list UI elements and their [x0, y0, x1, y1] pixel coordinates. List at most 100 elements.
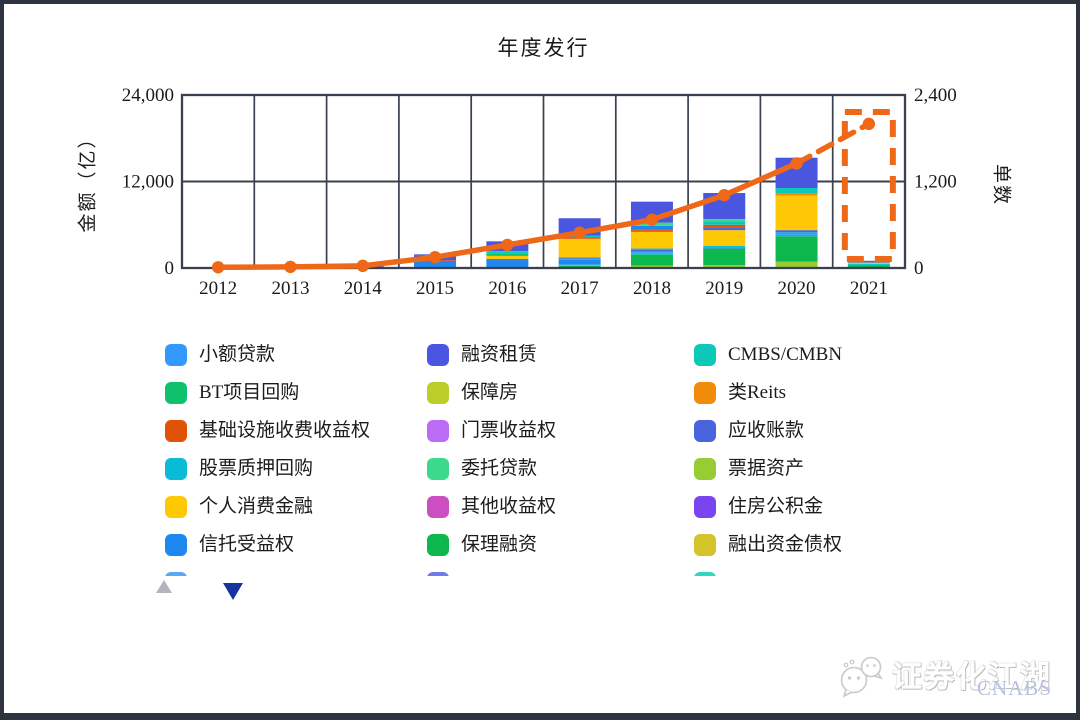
left-axis-title: 金额（亿） — [77, 127, 99, 233]
svg-text:2015: 2015 — [416, 278, 454, 299]
line-marker — [645, 213, 659, 226]
legend-swatch-icon — [165, 382, 187, 404]
legend-label: 委托贷款 — [461, 458, 538, 479]
svg-text:2014: 2014 — [344, 278, 383, 299]
bar-segment — [847, 265, 890, 268]
legend-item[interactable]: CMBS/CMBN — [694, 342, 877, 380]
line-marker — [718, 188, 731, 202]
bar-segment — [847, 260, 890, 263]
svg-text:2012: 2012 — [199, 278, 237, 299]
legend-label: 信托受益权 — [199, 534, 295, 555]
bar-segment — [630, 249, 673, 252]
highlight-box — [841, 109, 896, 262]
legend-item[interactable]: 个人消费金融 — [165, 494, 427, 532]
line-marker — [428, 250, 442, 264]
legend-item[interactable] — [165, 570, 427, 576]
legend-item[interactable]: 票据资产 — [694, 456, 877, 494]
legend-swatch-icon — [427, 496, 449, 518]
bar-segment — [630, 254, 673, 266]
bar-segment — [414, 261, 457, 268]
legend-item[interactable]: 住房公积金 — [694, 494, 877, 532]
legend-swatch-icon — [694, 572, 716, 576]
legend-item[interactable]: 应收账款 — [694, 418, 877, 456]
legend-item[interactable]: 门票收益权 — [427, 418, 694, 456]
legend-label: BT项目回购 — [199, 382, 300, 403]
bar-segment — [630, 248, 673, 250]
legend-swatch-icon — [427, 458, 449, 480]
legend-item[interactable] — [694, 570, 877, 576]
legend-item[interactable]: 信托受益权 — [165, 532, 427, 570]
svg-text:2021: 2021 — [850, 278, 888, 299]
watermark: 证券化江湖 CNABS — [836, 652, 1052, 702]
bar-segment — [630, 230, 673, 232]
legend-swatch-icon — [427, 572, 449, 576]
legend-item[interactable] — [427, 570, 694, 576]
bar-segment — [630, 265, 673, 268]
svg-text:2017: 2017 — [561, 278, 599, 299]
bar-segment — [558, 264, 601, 266]
bar-segment — [630, 252, 673, 255]
legend-item[interactable]: 基础设施收费收益权 — [165, 418, 427, 456]
line-marker — [284, 260, 297, 274]
svg-text:2020: 2020 — [778, 278, 816, 299]
line-marker — [573, 226, 586, 239]
legend-swatch-icon — [165, 458, 187, 480]
svg-text:12,000: 12,000 — [122, 172, 174, 193]
bar-segment — [558, 238, 601, 258]
bar-segment — [630, 231, 673, 249]
svg-text:2013: 2013 — [271, 278, 309, 299]
bar-segment — [558, 257, 601, 259]
svg-text:2019: 2019 — [705, 278, 743, 299]
line-marker — [356, 259, 369, 273]
legend-label: 其他收益权 — [461, 496, 557, 517]
legend-item[interactable]: 其他收益权 — [427, 494, 694, 532]
legend-swatch-icon — [694, 496, 716, 518]
legend-item[interactable]: 融资租赁 — [427, 342, 694, 380]
legend-item[interactable]: 类Reits — [694, 380, 877, 418]
legend-swatch-icon — [694, 344, 716, 366]
bar-segment — [775, 195, 818, 231]
bar-segment — [558, 259, 601, 265]
bar-segment — [630, 225, 673, 230]
legend-label: 股票质押回购 — [199, 458, 314, 479]
legend-swatch-icon — [427, 344, 449, 366]
bar-segment — [486, 258, 529, 261]
bar-segment — [775, 232, 818, 235]
legend-item[interactable]: 股票质押回购 — [165, 456, 427, 494]
legend-swatch-icon — [694, 382, 716, 404]
legend-swatch-icon — [165, 534, 187, 556]
bar-segment — [775, 261, 818, 268]
legend-item[interactable]: 保理融资 — [427, 532, 694, 570]
legend-item[interactable]: BT项目回购 — [165, 380, 427, 418]
legend-swatch-icon — [165, 344, 187, 366]
svg-text:0: 0 — [165, 258, 175, 279]
legend-item[interactable]: 融出资金债权 — [694, 532, 877, 570]
count-line-forecast — [793, 121, 872, 167]
legend-scroll-down-icon[interactable] — [223, 583, 243, 600]
legend-label: 基础设施收费收益权 — [199, 420, 371, 441]
legend-swatch-icon — [427, 382, 449, 404]
right-axis-title: 单数 — [990, 163, 1012, 207]
svg-text:24,000: 24,000 — [122, 85, 174, 106]
bar-segment — [775, 193, 818, 196]
legend-swatch-icon — [165, 496, 187, 518]
legend-item[interactable]: 保障房 — [427, 380, 694, 418]
bar-segment — [847, 262, 890, 264]
legend-swatch-icon — [427, 534, 449, 556]
legend-item[interactable]: 小额贷款 — [165, 342, 427, 380]
legend-item[interactable]: 委托贷款 — [427, 456, 694, 494]
legend-label: 应收账款 — [728, 420, 805, 441]
svg-text:0: 0 — [914, 258, 924, 279]
svg-text:2,400: 2,400 — [914, 85, 957, 106]
legend-scroll-up-icon[interactable] — [156, 580, 172, 593]
watermark-brand: CNABS — [976, 676, 1052, 700]
bar-segment — [775, 187, 818, 194]
bar-segment — [703, 230, 746, 247]
legend-label: 门票收益权 — [461, 420, 557, 441]
bar-segment — [703, 265, 746, 268]
legend-swatch-icon — [427, 420, 449, 442]
bar-segment — [703, 247, 746, 249]
bar-segment — [775, 230, 818, 233]
